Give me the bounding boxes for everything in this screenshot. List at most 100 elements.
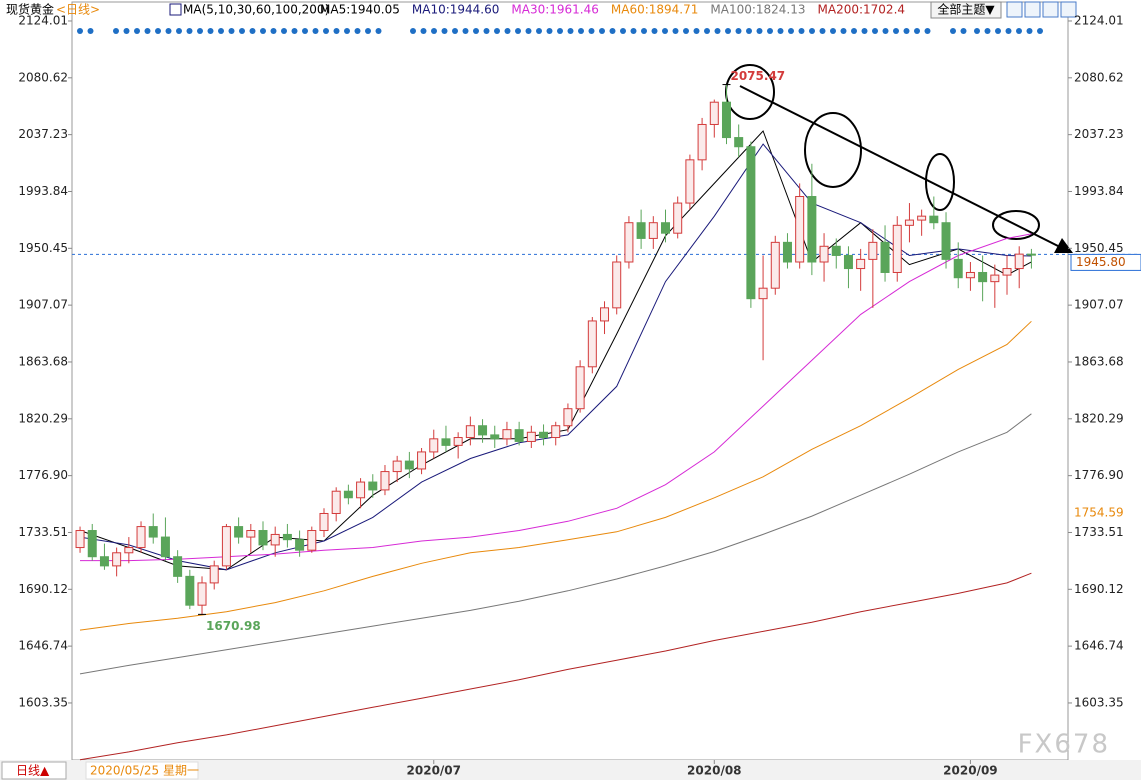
theme-button-label[interactable]: 全部主题▼ (937, 2, 995, 17)
event-dot (903, 28, 910, 34)
candle-body (136, 526, 146, 549)
date-box (85, 761, 199, 780)
candle-body (721, 101, 731, 139)
ma60-label: 1754.59 (1074, 505, 1124, 519)
event-dot (693, 28, 700, 34)
event-dot (494, 28, 500, 34)
candle-body (331, 490, 341, 514)
candle-body (1002, 268, 1012, 276)
event-dot (620, 28, 626, 34)
y-tick-label: 1776.90 (1074, 468, 1124, 482)
candle-body (429, 438, 439, 453)
event-dot (735, 28, 742, 34)
legend-entry: MA60:1894.71 (611, 3, 699, 17)
event-dot (714, 28, 721, 34)
event-dot (777, 28, 784, 34)
candle-body (356, 481, 366, 499)
event-dot (473, 28, 479, 34)
event-dot (270, 28, 277, 34)
instrument: 现货黄金 (6, 2, 54, 17)
ma-line (80, 233, 1032, 562)
annotation-label: 2075.47 (730, 69, 785, 83)
candle-body (843, 254, 853, 270)
toolbar[interactable] (1006, 1, 1077, 18)
candle-body (575, 366, 585, 410)
event-dot (662, 28, 668, 34)
event-dot (557, 28, 563, 34)
candle-body (417, 451, 427, 470)
ma-icon (169, 3, 182, 16)
y-tick-label: 2037.23 (1074, 127, 1124, 141)
event-dot (950, 28, 956, 34)
y-tick-label: 1863.68 (1074, 354, 1124, 368)
candle-body (685, 159, 695, 204)
candle-body (75, 530, 85, 549)
event-dot (1037, 28, 1043, 34)
event-dot (641, 28, 647, 34)
candle-body (246, 530, 256, 538)
tool-button[interactable] (1006, 1, 1023, 18)
candle-body (807, 196, 817, 263)
candle-body (234, 526, 244, 538)
event-dot (672, 28, 679, 34)
candle-body (746, 146, 756, 300)
event-dot (218, 28, 224, 34)
y-tick-label: 1950.45 (18, 241, 68, 255)
event-dot (924, 28, 931, 34)
candle-body (636, 222, 646, 239)
candle-body (282, 533, 292, 541)
candle-body (990, 274, 1000, 283)
event-dot (483, 28, 490, 34)
candle-body (831, 245, 841, 256)
x-tick-label: 2020/08 (687, 764, 741, 778)
ma-line (79, 413, 1032, 675)
x-tick-label: 2020/07 (407, 764, 461, 778)
event-dot (87, 28, 94, 34)
y-tick-label: 2037.23 (18, 127, 68, 141)
candle-body (795, 196, 805, 263)
annotation-label: 1670.98 (206, 619, 261, 633)
y-tick-label: 2124.01 (18, 13, 68, 27)
y-tick-label: 2080.62 (18, 70, 68, 84)
candle-body (929, 215, 939, 224)
candle-body (819, 245, 829, 263)
x-tick-label: 2020/09 (943, 764, 997, 778)
event-dot (725, 28, 731, 34)
candle-body (978, 271, 988, 283)
candle-body (404, 460, 414, 470)
candle-body (600, 307, 610, 322)
event-dot (651, 28, 658, 34)
y-tick-label: 1993.84 (18, 184, 68, 198)
event-dot (704, 28, 710, 34)
candle-body (1014, 253, 1024, 270)
candle-body (270, 533, 280, 546)
period-tab-label[interactable]: 日线▲ (16, 764, 50, 778)
candle-body (221, 526, 231, 567)
event-dot (861, 28, 868, 34)
ma-params: MA(5,10,30,60,100,200) (183, 3, 329, 17)
event-dot (312, 28, 319, 34)
ma-line (79, 320, 1032, 631)
tool-button[interactable] (1042, 1, 1059, 18)
event-dot (984, 28, 991, 34)
period-tab[interactable] (1, 761, 67, 780)
event-dot (819, 28, 826, 34)
ma-line (79, 572, 1032, 761)
event-dot (588, 28, 595, 34)
legend-entry: MA30:1961.46 (511, 3, 599, 17)
event-dot (134, 28, 140, 34)
tool-button[interactable] (1060, 1, 1077, 18)
event-dot (228, 28, 235, 34)
candle-body (856, 258, 866, 270)
arrow-head (1054, 238, 1073, 253)
legend-entry: MA100:1824.13 (710, 3, 805, 17)
tool-button[interactable] (1024, 1, 1041, 18)
event-dot (536, 28, 542, 34)
event-dot (756, 28, 763, 34)
theme-button[interactable] (930, 1, 1002, 19)
event-dot (354, 28, 361, 34)
y-tick-label: 1950.45 (1074, 241, 1124, 255)
circle-mark (992, 210, 1040, 240)
event-dot (452, 28, 458, 34)
